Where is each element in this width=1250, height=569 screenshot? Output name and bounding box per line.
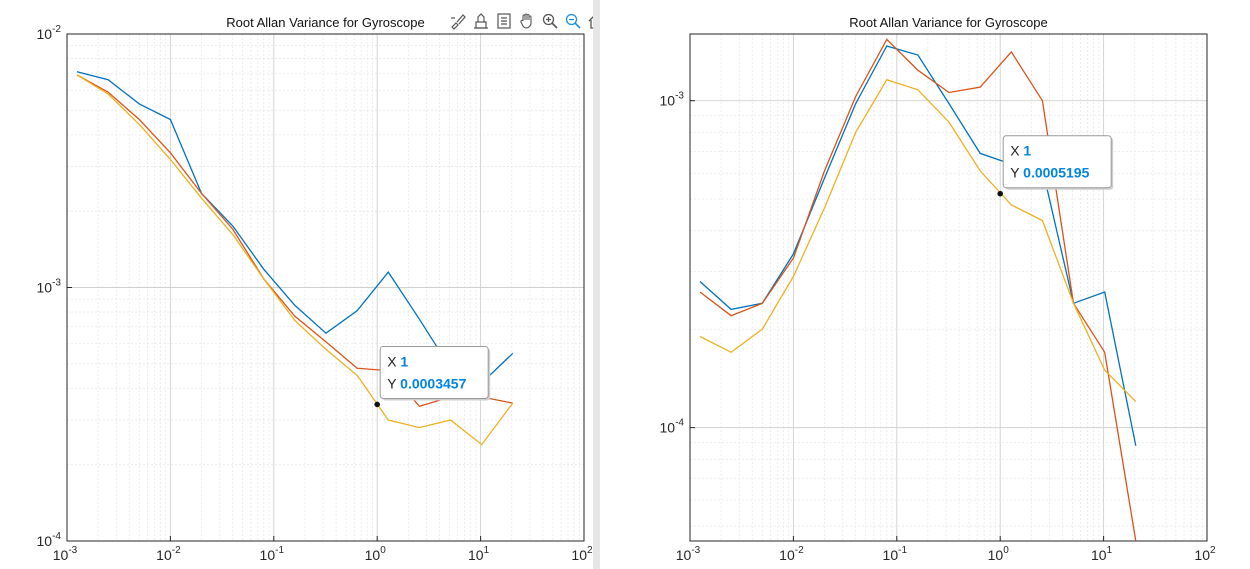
x-tick-label: 101 — [468, 545, 490, 563]
series-line-3[interactable] — [699, 78, 1137, 403]
figure-divider — [593, 0, 600, 569]
plot-area[interactable] — [690, 34, 1207, 541]
x-tick-label: 10-2 — [779, 545, 804, 563]
x-tick-label: 101 — [1091, 545, 1113, 563]
right-chart[interactable]: 10-3 10-2 10-1 100 101 102 10-4 10-3 Root Allan … — [600, 0, 1250, 569]
datatip-box — [379, 345, 489, 399]
y-tick-label: 10-3 — [37, 278, 62, 296]
series-line-1[interactable] — [699, 45, 1137, 446]
data-cursor-icon[interactable] — [471, 11, 491, 31]
x-tick-label: 10-3 — [53, 545, 78, 563]
chart-title: Root Allan Variance for Gyroscope — [849, 15, 1047, 30]
right-figure-panel: 10-3 10-2 10-1 100 101 102 10-4 10-3 Root Allan … — [600, 0, 1250, 569]
restore-view-icon[interactable] — [494, 11, 514, 31]
datatip-marker[interactable] — [374, 401, 381, 408]
datatip-x-row: X 1 — [387, 353, 408, 369]
chart-title: Root Allan Variance for Gyroscope — [226, 15, 424, 30]
x-tick-label: 100 — [365, 545, 387, 563]
y-tick-label: 10-2 — [37, 24, 62, 42]
datatip-y-row: Y 0.0003457 — [387, 375, 466, 391]
x-tick-label: 10-1 — [260, 545, 285, 563]
x-tick-label: 102 — [1194, 545, 1216, 563]
zoom-in-icon[interactable] — [540, 11, 560, 31]
y-tick-label: 10-3 — [660, 91, 685, 109]
series-line-2[interactable] — [699, 38, 1137, 541]
x-tick-label: 10-3 — [676, 545, 701, 563]
axes-toolbar — [448, 10, 606, 32]
left-figure-panel: 10-3 10-2 10-1 100 101 102 10-4 10-3 10-2 Root Al… — [0, 0, 606, 569]
series-line-3[interactable] — [76, 74, 514, 446]
x-tick-label: 100 — [988, 545, 1010, 563]
axes-box — [689, 33, 1208, 542]
pan-icon[interactable] — [517, 11, 537, 31]
x-tick-label: 10-2 — [156, 545, 181, 563]
datatip-y-row: Y 0.0005195 — [1010, 165, 1089, 181]
x-tick-label: 10-1 — [883, 545, 908, 563]
datatip-marker[interactable] — [997, 190, 1003, 197]
grid-lines — [689, 34, 1208, 541]
y-tick-label: 10-4 — [37, 531, 62, 549]
datatip-x-row: X 1 — [1010, 143, 1031, 159]
datatip[interactable]: X 1 Y 0.0005195 — [997, 135, 1114, 197]
y-tick-label: 10-4 — [660, 418, 685, 436]
x-tick-label: 102 — [571, 545, 593, 563]
datatip[interactable]: X 1 Y 0.0003457 — [374, 345, 491, 408]
datatip-box — [1002, 135, 1112, 189]
brush-icon[interactable] — [448, 11, 468, 31]
zoom-out-icon[interactable] — [563, 11, 583, 31]
